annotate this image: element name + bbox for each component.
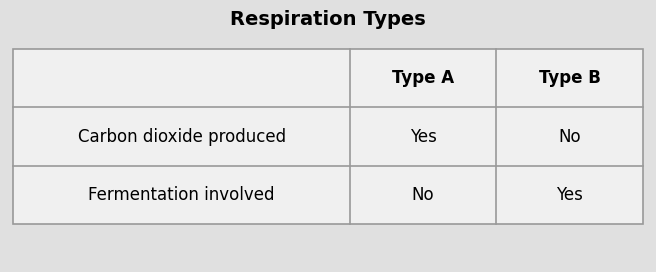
Text: No: No bbox=[558, 128, 581, 146]
Bar bbox=[13, 49, 643, 224]
Text: Fermentation involved: Fermentation involved bbox=[89, 186, 275, 204]
Text: Yes: Yes bbox=[409, 128, 436, 146]
Text: Type A: Type A bbox=[392, 69, 454, 87]
Text: No: No bbox=[412, 186, 434, 204]
Text: Yes: Yes bbox=[556, 186, 583, 204]
Text: Respiration Types: Respiration Types bbox=[230, 10, 426, 29]
Text: Carbon dioxide produced: Carbon dioxide produced bbox=[77, 128, 285, 146]
Text: Type B: Type B bbox=[539, 69, 600, 87]
Bar bbox=[13, 49, 643, 224]
